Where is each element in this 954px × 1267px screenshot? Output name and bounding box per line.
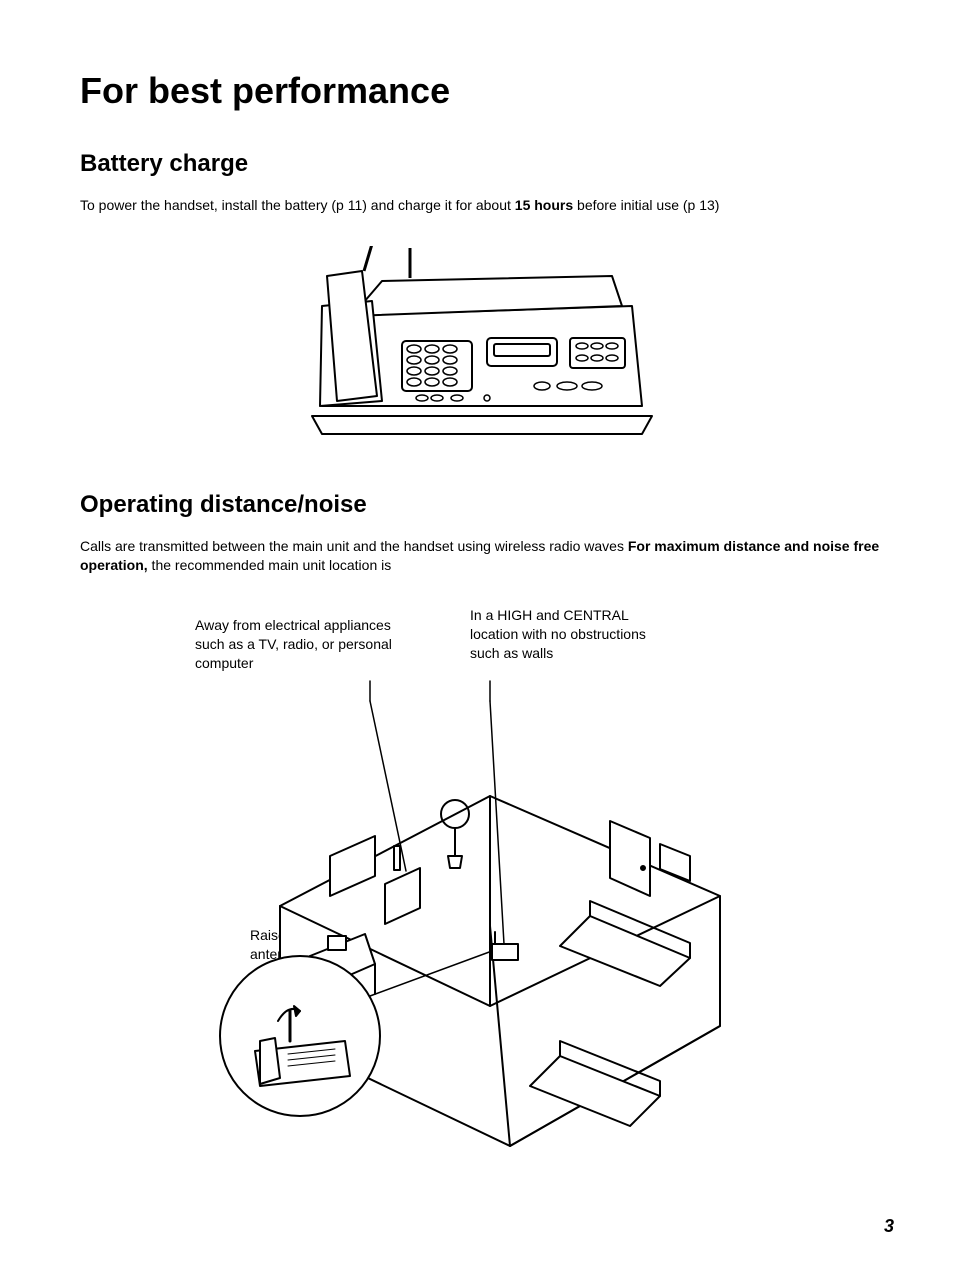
page-title: For best performance: [80, 70, 884, 112]
battery-text-bold: 15 hours: [515, 197, 573, 213]
page-number: 3: [884, 1216, 894, 1237]
battery-text-pre: To power the handset, install the batter…: [80, 197, 515, 213]
battery-text-post: before initial use (p 13): [573, 197, 719, 213]
room-layout-icon: [160, 646, 780, 1166]
heading-battery: Battery charge: [80, 150, 884, 178]
distance-paragraph: Calls are transmitted between the main u…: [80, 537, 884, 576]
fax-machine-icon: [292, 246, 672, 446]
battery-paragraph: To power the handset, install the batter…: [80, 196, 884, 216]
figure-room-layout: Away from electrical appliances such as …: [80, 606, 884, 1166]
heading-distance: Operating distance/noise: [80, 491, 884, 519]
distance-text-pre: Calls are transmitted between the main u…: [80, 538, 628, 554]
distance-text-post: the recommended main unit location is: [148, 557, 392, 573]
figure-fax-machine: [80, 246, 884, 451]
